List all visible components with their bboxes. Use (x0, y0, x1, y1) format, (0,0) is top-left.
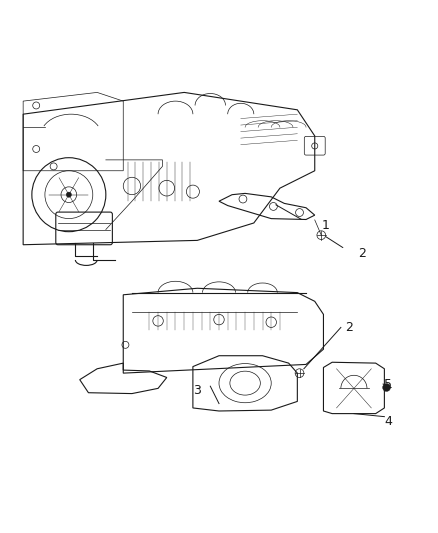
Text: 2: 2 (358, 247, 366, 260)
Text: 5: 5 (385, 377, 392, 391)
Circle shape (383, 384, 391, 391)
Text: 4: 4 (385, 415, 392, 427)
Text: 2: 2 (345, 321, 353, 334)
Circle shape (66, 192, 71, 197)
Text: 3: 3 (193, 384, 201, 397)
Text: 1: 1 (321, 219, 329, 232)
